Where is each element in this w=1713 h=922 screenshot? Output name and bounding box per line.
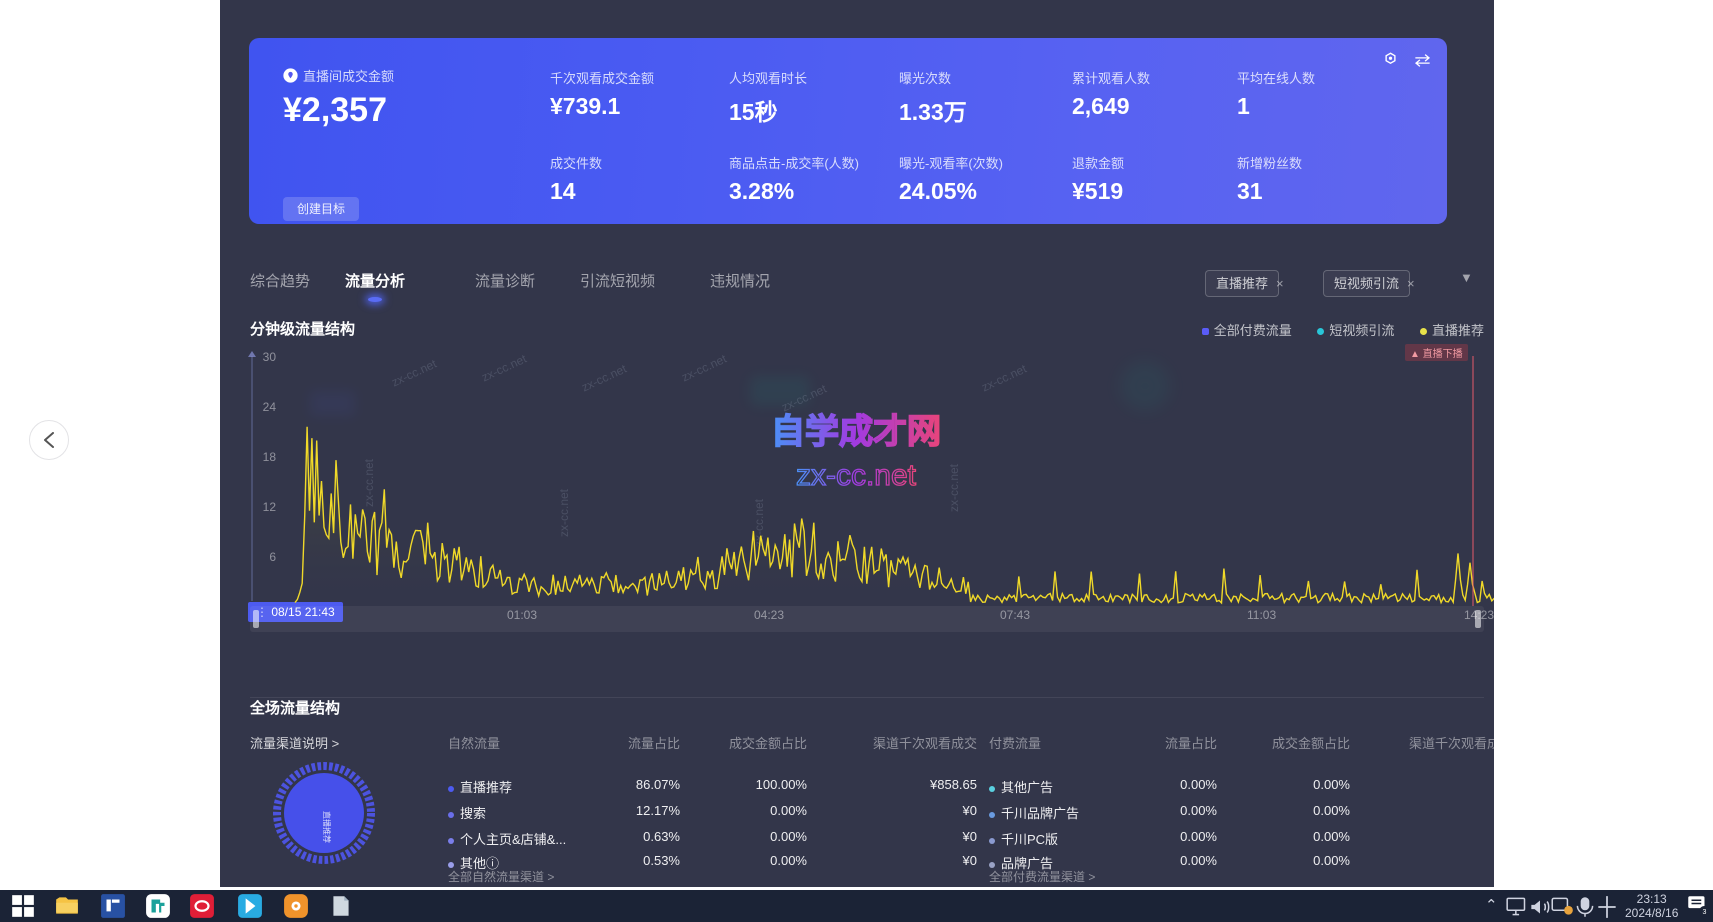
svg-text:直播推荐: 直播推荐 (322, 811, 332, 843)
svg-text:3: 3 (1703, 909, 1707, 916)
